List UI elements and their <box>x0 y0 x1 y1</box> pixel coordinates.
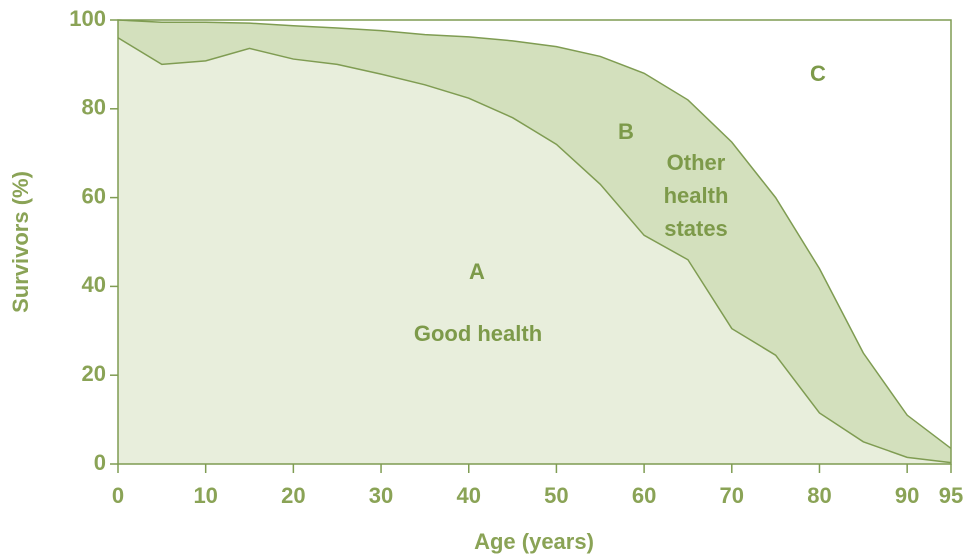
annotation: health <box>664 183 729 208</box>
x-tick-label: 0 <box>112 483 124 508</box>
y-tick-label: 0 <box>94 450 106 475</box>
annotation: C <box>810 61 826 86</box>
x-tick-label: 90 <box>895 483 919 508</box>
y-tick-label: 20 <box>82 361 106 386</box>
y-tick-label: 80 <box>82 95 106 120</box>
annotation: states <box>664 216 728 241</box>
y-tick-label: 100 <box>69 6 106 31</box>
annotation: A <box>469 259 485 284</box>
area <box>118 37 951 464</box>
plot-frame <box>117 19 952 465</box>
x-tick-label: 30 <box>369 483 393 508</box>
y-axis-title: Survivors (%) <box>8 171 33 313</box>
x-tick-label: 70 <box>720 483 744 508</box>
annotation: Good health <box>414 321 542 346</box>
x-tick-label: 50 <box>544 483 568 508</box>
x-tick-label: 80 <box>807 483 831 508</box>
x-tick-label: 95 <box>939 483 963 508</box>
x-tick-label: 20 <box>281 483 305 508</box>
x-tick-label: 60 <box>632 483 656 508</box>
x-tick-label: 40 <box>456 483 480 508</box>
y-tick-label: 60 <box>82 183 106 208</box>
area-line <box>117 19 952 450</box>
x-tick-label: 10 <box>193 483 217 508</box>
area-line <box>117 37 952 464</box>
plot-area <box>117 19 952 464</box>
annotation: Other <box>667 150 726 175</box>
y-tick-label: 40 <box>82 272 106 297</box>
x-axis-title: Age (years) <box>474 529 594 554</box>
annotation: B <box>618 119 634 144</box>
